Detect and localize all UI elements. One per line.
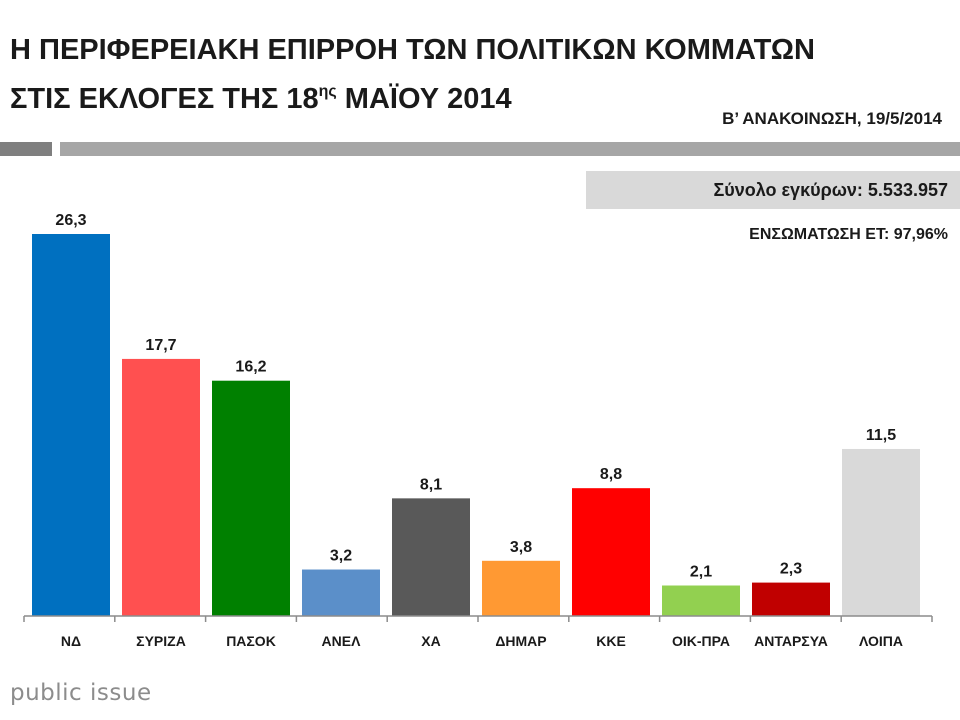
bar-value-label-4: 3,2 [330,548,352,565]
bar-value-label-6: 3,8 [510,539,532,556]
bar-value-label-1: 26,3 [55,212,86,229]
header-rule-right [60,142,960,156]
bar-value-label-9: 2,3 [780,561,802,578]
bar-7 [572,488,650,616]
bar-value-label-2: 17,7 [145,337,176,354]
coverage-text: ΕΝΣΩΜΑΤΩΣΗ ΕΤ: 97,96% [749,226,948,243]
category-label-8: ΟΙΚ-ΠΡΑ [672,633,730,649]
bar-9 [752,582,830,616]
title-ordinal-suffix: ης [318,83,337,100]
total-valid-box: Σύνολο εγκύρων: 5.533.957 [586,171,960,209]
bar-8 [662,585,740,616]
category-label-4: ΑΝΕΛ [322,633,362,649]
bar-chart: 26,3 ΝΔ 17,7 ΣΥΡΙΖΑ 16,2 ΠΑΣΟΚ 3,2 ΑΝΕΛ 8,1 ΧΑ 3,8… [23,212,933,649]
bar-2 [122,358,200,616]
category-label-3: ΠΑΣΟΚ [226,633,276,649]
brand-logo-text: public issue [10,680,152,706]
category-label-7: ΚΚΕ [596,633,626,649]
bar-10 [842,448,920,616]
title-line-2-end: ΜΑΪΟΥ 2014 [336,83,512,115]
title-line-2: ΣΤΙΣ ΕΚΛΟΓΕΣ ΤΗΣ 18ης ΜΑΪΟΥ 2014 [10,71,910,120]
category-label-5: ΧΑ [421,633,440,649]
bar-1 [32,234,110,616]
category-label-9: ΑΝΤΑΡΣΥΑ [754,633,828,649]
bar-value-label-5: 8,1 [420,476,442,493]
bar-value-label-7: 8,8 [600,466,622,483]
title-line-2-start: ΣΤΙΣ ΕΚΛΟΓΕΣ ΤΗΣ 18 [10,83,319,115]
announcement-subtitle: Β’ ΑΝΑΚΟΙΝΩΣΗ, 19/5/2014 [722,109,942,128]
chart-title: Η ΠΕΡΙΦΕΡΕΙΑΚΗ ΕΠΙΡΡΟΗ ΤΩΝ ΠΟΛΙΤΙΚΩΝ ΚΟΜ… [10,30,910,120]
bar-6 [482,560,560,616]
category-label-6: ΔΗΜΑΡ [495,633,546,649]
bar-3 [212,380,290,616]
title-line-1: Η ΠΕΡΙΦΕΡΕΙΑΚΗ ΕΠΙΡΡΟΗ ΤΩΝ ΠΟΛΙΤΙΚΩΝ ΚΟΜ… [10,34,815,66]
bar-value-label-10: 11,5 [866,427,896,444]
category-label-1: ΝΔ [61,633,81,649]
bar-4 [302,569,380,616]
category-label-10: ΛΟΙΠΑ [859,633,903,649]
bar-value-label-8: 2,1 [690,563,712,580]
total-valid-text: Σύνολο εγκύρων: 5.533.957 [713,180,948,200]
bar-value-label-3: 16,2 [235,359,266,376]
bar-5 [392,498,470,616]
header-rule-left [0,142,52,156]
category-label-2: ΣΥΡΙΖΑ [136,633,186,649]
